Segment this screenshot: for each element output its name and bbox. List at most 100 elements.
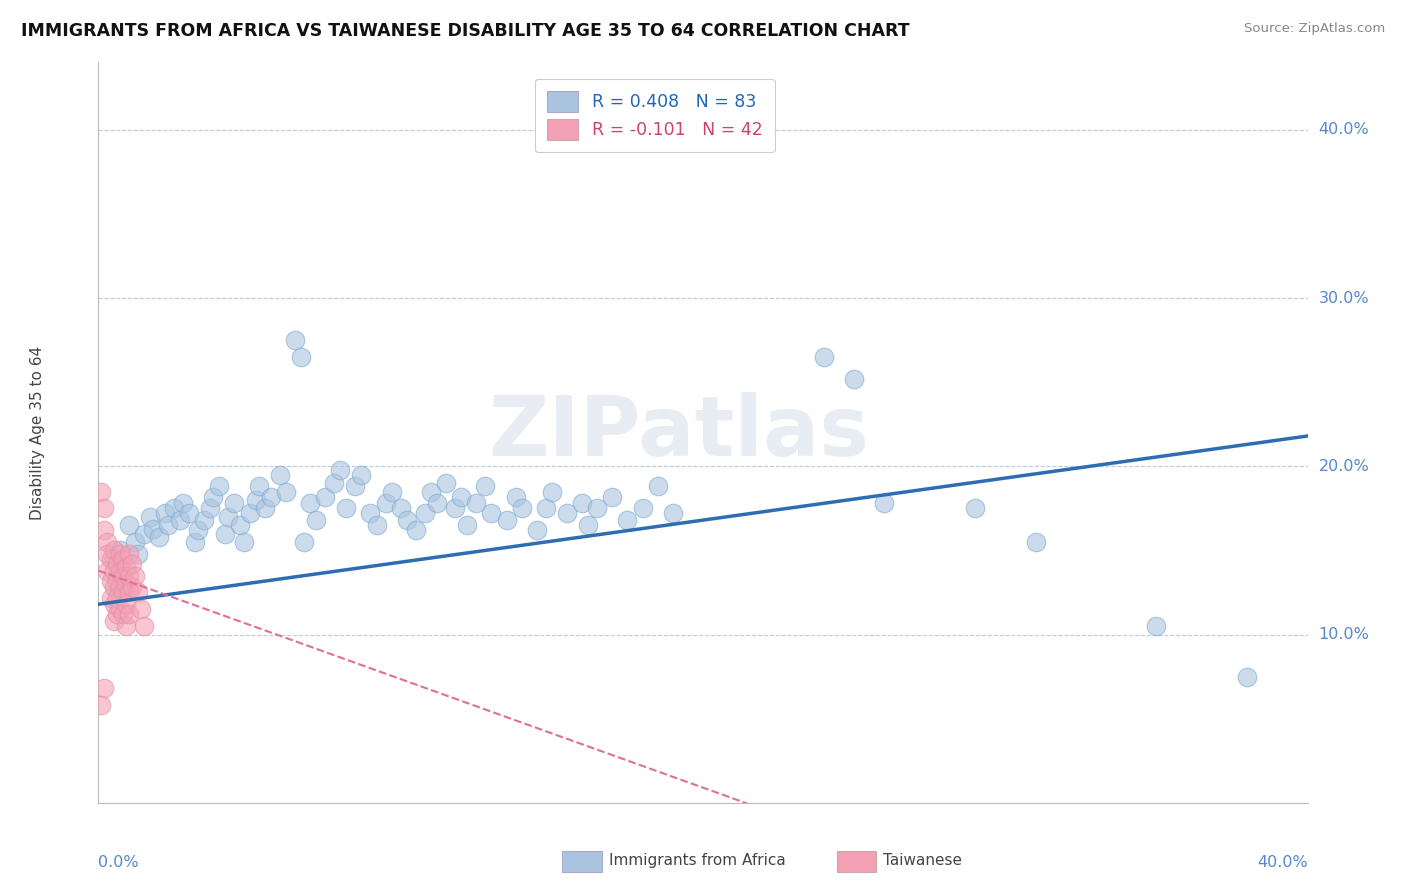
Text: ZIPatlas: ZIPatlas bbox=[488, 392, 869, 473]
Point bbox=[96, 547, 118, 561]
Point bbox=[200, 501, 222, 516]
Point bbox=[1236, 670, 1258, 684]
Text: 0.0%: 0.0% bbox=[98, 855, 139, 870]
Point bbox=[534, 501, 557, 516]
Point bbox=[108, 581, 131, 595]
Point bbox=[111, 568, 134, 582]
Point bbox=[127, 585, 149, 599]
Point bbox=[631, 501, 654, 516]
Point bbox=[366, 518, 388, 533]
Point bbox=[179, 507, 201, 521]
Point bbox=[1144, 619, 1167, 633]
Point bbox=[93, 523, 115, 537]
Text: Taiwanese: Taiwanese bbox=[883, 854, 962, 868]
Point bbox=[108, 543, 131, 558]
Point bbox=[163, 501, 186, 516]
Point bbox=[103, 597, 125, 611]
Point bbox=[465, 496, 488, 510]
Point bbox=[111, 551, 134, 566]
Point bbox=[510, 501, 533, 516]
Point bbox=[172, 496, 194, 510]
Point bbox=[103, 581, 125, 595]
Text: IMMIGRANTS FROM AFRICA VS TAIWANESE DISABILITY AGE 35 TO 64 CORRELATION CHART: IMMIGRANTS FROM AFRICA VS TAIWANESE DISA… bbox=[21, 22, 910, 40]
Point bbox=[127, 547, 149, 561]
Point bbox=[1024, 535, 1046, 549]
Point bbox=[405, 523, 427, 537]
Point bbox=[93, 681, 115, 696]
Point bbox=[114, 597, 136, 611]
Point bbox=[661, 507, 683, 521]
Point bbox=[193, 513, 215, 527]
Point bbox=[111, 607, 134, 622]
Point bbox=[148, 530, 170, 544]
Point bbox=[505, 490, 527, 504]
Point bbox=[381, 484, 404, 499]
Point bbox=[474, 479, 496, 493]
Point bbox=[156, 518, 179, 533]
Point bbox=[571, 496, 593, 510]
Point bbox=[129, 602, 152, 616]
Text: Immigrants from Africa: Immigrants from Africa bbox=[609, 854, 786, 868]
Point bbox=[360, 507, 382, 521]
Text: Disability Age 35 to 64: Disability Age 35 to 64 bbox=[31, 345, 45, 520]
Point bbox=[142, 522, 165, 536]
Text: 40.0%: 40.0% bbox=[1257, 855, 1308, 870]
Point bbox=[426, 496, 449, 510]
Point bbox=[96, 564, 118, 578]
Point bbox=[229, 518, 252, 533]
Point bbox=[495, 513, 517, 527]
Point bbox=[103, 551, 125, 566]
Point bbox=[100, 591, 122, 605]
Point bbox=[121, 581, 143, 595]
Point bbox=[169, 513, 191, 527]
Point bbox=[114, 560, 136, 574]
Point bbox=[153, 507, 176, 521]
Point bbox=[350, 467, 373, 482]
Point bbox=[103, 614, 125, 628]
Point bbox=[114, 577, 136, 591]
Text: 30.0%: 30.0% bbox=[1319, 291, 1369, 305]
Point bbox=[105, 607, 128, 622]
Point bbox=[389, 501, 412, 516]
Point bbox=[90, 698, 112, 713]
Point bbox=[260, 490, 283, 504]
Point bbox=[323, 476, 346, 491]
Point bbox=[118, 518, 141, 533]
Point bbox=[314, 490, 336, 504]
Point bbox=[111, 585, 134, 599]
Point bbox=[420, 484, 443, 499]
Point bbox=[96, 535, 118, 549]
Point bbox=[108, 564, 131, 578]
Point bbox=[481, 507, 503, 521]
Point bbox=[217, 509, 239, 524]
Point bbox=[93, 501, 115, 516]
Point bbox=[214, 526, 236, 541]
Point bbox=[305, 513, 328, 527]
Point bbox=[335, 501, 357, 516]
Point bbox=[813, 350, 835, 364]
Point bbox=[290, 350, 312, 364]
Point bbox=[540, 484, 562, 499]
Text: 40.0%: 40.0% bbox=[1319, 122, 1369, 137]
Point bbox=[105, 557, 128, 571]
Point bbox=[616, 513, 638, 527]
Point bbox=[247, 479, 270, 493]
Point bbox=[100, 574, 122, 588]
Point bbox=[450, 490, 472, 504]
Point bbox=[647, 479, 669, 493]
Legend: R = 0.408   N = 83, R = -0.101   N = 42: R = 0.408 N = 83, R = -0.101 N = 42 bbox=[534, 78, 775, 153]
Point bbox=[374, 496, 396, 510]
Point bbox=[224, 496, 246, 510]
Point bbox=[586, 501, 609, 516]
Point bbox=[395, 513, 418, 527]
Point bbox=[132, 619, 155, 633]
Point bbox=[100, 551, 122, 566]
Point bbox=[90, 484, 112, 499]
Point bbox=[434, 476, 457, 491]
Point bbox=[444, 501, 467, 516]
Point bbox=[114, 619, 136, 633]
Point bbox=[105, 591, 128, 605]
Point bbox=[555, 507, 578, 521]
Point bbox=[118, 568, 141, 582]
Point bbox=[118, 607, 141, 622]
